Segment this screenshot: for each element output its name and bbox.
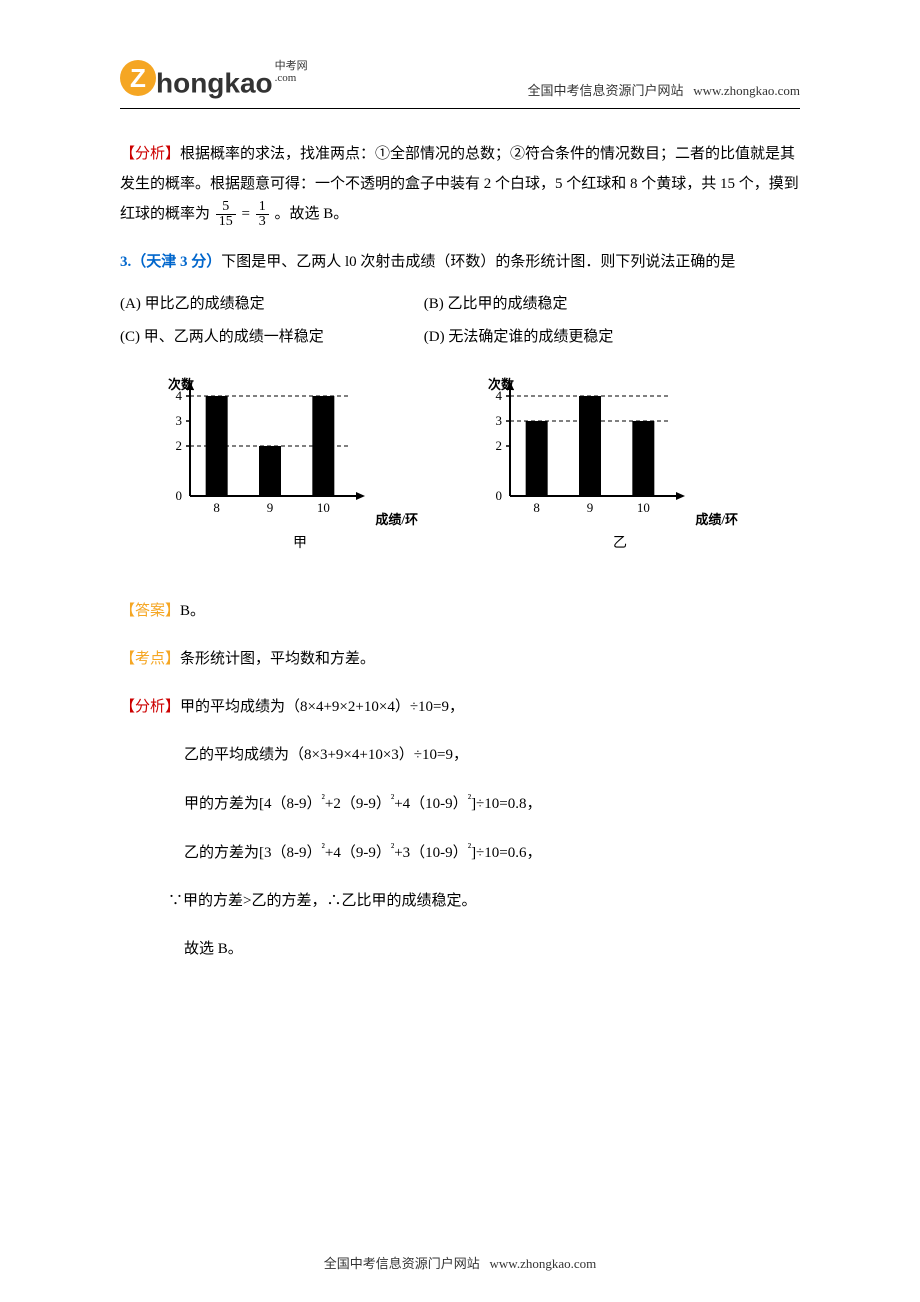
options: (A) 甲比乙的成绩稳定 (B) 乙比甲的成绩稳定 (C) 甲、乙两人的成绩一样…	[120, 292, 800, 346]
chart-yi-xlabel: 成绩/环	[695, 509, 738, 528]
document-body: 【分析】根据概率的求法，找准两点：①全部情况的总数；②符合条件的情况数目；二者的…	[120, 139, 800, 964]
svg-text:10: 10	[637, 500, 650, 515]
logo-text: hongkao	[156, 68, 273, 99]
fraction-1: 515	[216, 200, 236, 229]
fraction-2: 13	[256, 200, 269, 229]
analysis-2-line1: 【分析】甲的平均成绩为（8×4+9×2+10×4）÷10=9，	[120, 692, 800, 722]
svg-text:2: 2	[176, 438, 183, 453]
chart-yi: 次数 02348910 成绩/环 乙	[470, 376, 730, 556]
chart-yi-title: 乙	[510, 532, 730, 552]
svg-text:8: 8	[213, 500, 220, 515]
svg-text:0: 0	[176, 488, 183, 503]
topic: 【考点】条形统计图，平均数和方差。	[120, 644, 800, 674]
logo-z-icon: Z	[120, 60, 156, 96]
question-source: 3.（天津 3 分）	[120, 254, 221, 270]
header-site-info: 全国中考信息资源门户网站 www.zhongkao.com	[527, 80, 800, 99]
chart-yi-svg: 02348910	[470, 376, 700, 526]
chart-jia-xlabel: 成绩/环	[375, 509, 418, 528]
analysis-1: 【分析】根据概率的求法，找准两点：①全部情况的总数；②符合条件的情况数目；二者的…	[120, 139, 800, 229]
option-a: (A) 甲比乙的成绩稳定	[120, 292, 380, 313]
option-c: (C) 甲、乙两人的成绩一样稳定	[120, 325, 380, 346]
answer: 【答案】B。	[120, 596, 800, 626]
topic-label: 【考点】	[120, 651, 180, 667]
chart-yi-ylabel: 次数	[488, 374, 514, 393]
svg-text:9: 9	[267, 500, 274, 515]
chart-jia: 次数 02348910 成绩/环 甲	[150, 376, 410, 556]
svg-text:3: 3	[176, 413, 183, 428]
chart-jia-title: 甲	[190, 532, 410, 552]
analysis-2-line3: 甲的方差为[4（8-9）²+2（9-9）²+4（10-9）²]÷10=0.8，	[184, 788, 800, 819]
charts-container: 次数 02348910 成绩/环 甲 次数 02348910 成绩/环 乙	[150, 376, 800, 556]
analysis-2-line2: 乙的平均成绩为（8×3+9×4+10×3）÷10=9，	[184, 740, 800, 770]
page-header: Zhongkao中考网.com 全国中考信息资源门户网站 www.zhongka…	[120, 60, 800, 109]
svg-text:9: 9	[587, 500, 594, 515]
analysis-label: 【分析】	[120, 146, 180, 162]
page-footer: 全国中考信息资源门户网站 www.zhongkao.com	[0, 1253, 920, 1272]
svg-text:3: 3	[496, 413, 503, 428]
svg-text:8: 8	[533, 500, 540, 515]
logo-subtitle: 中考网.com	[275, 60, 308, 84]
chart-jia-ylabel: 次数	[168, 374, 194, 393]
analysis-2-line6: 故选 B。	[184, 934, 800, 964]
logo: Zhongkao中考网.com	[120, 60, 308, 100]
svg-text:10: 10	[317, 500, 330, 515]
question-3: 3.（天津 3 分）下图是甲、乙两人 l0 次射击成绩（环数）的条形统计图．则下…	[120, 247, 800, 277]
option-d: (D) 无法确定谁的成绩更稳定	[424, 325, 684, 346]
answer-label: 【答案】	[120, 603, 180, 619]
analysis-2-line5: ∵甲的方差>乙的方差，∴乙比甲的成绩稳定。	[168, 886, 800, 916]
chart-jia-svg: 02348910	[150, 376, 380, 526]
svg-text:2: 2	[496, 438, 503, 453]
analysis-2-line4: 乙的方差为[3（8-9）²+4（9-9）²+3（10-9）²]÷10=0.6，	[184, 837, 800, 868]
analysis-label-2: 【分析】	[120, 699, 180, 715]
svg-text:0: 0	[496, 488, 503, 503]
option-b: (B) 乙比甲的成绩稳定	[424, 292, 684, 313]
